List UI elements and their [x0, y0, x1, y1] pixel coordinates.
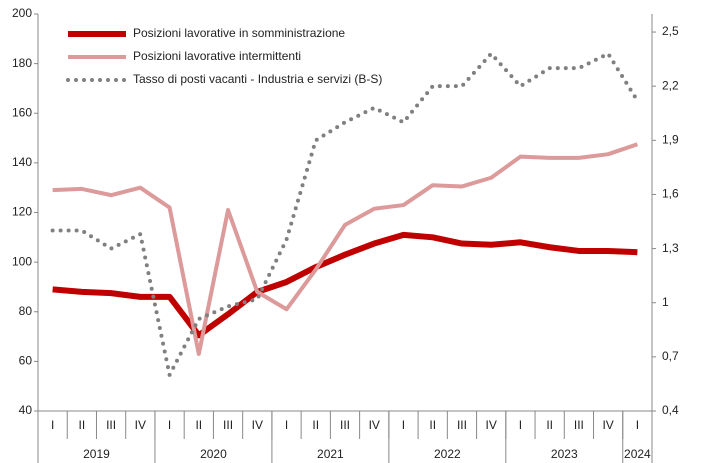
series-line [50, 51, 640, 377]
y2-tick-label: 0,4 [662, 403, 679, 417]
x-tick-label: III [223, 418, 233, 432]
x-tick-label: II [429, 418, 436, 432]
y-tick-label: 200 [12, 6, 32, 20]
x-group-label: 2021 [317, 447, 344, 461]
x-tick-label: III [106, 418, 116, 432]
x-tick-label: IV [486, 418, 497, 432]
y-tick-label: 160 [12, 105, 32, 119]
y-tick-label: 40 [19, 403, 33, 417]
y2-tick-label: 0,7 [662, 349, 679, 363]
y-tick-label: 140 [12, 155, 32, 169]
x-tick-label: IV [602, 418, 613, 432]
y2-tick-label: 2,2 [662, 78, 679, 92]
y2-tick-label: 1,3 [662, 241, 679, 255]
legend-label: Tasso di posti vacanti - Industria e ser… [133, 72, 382, 86]
y2-tick-label: 2,5 [662, 24, 679, 38]
x-tick-label: II [312, 418, 319, 432]
x-tick-label: II [195, 418, 202, 432]
x-tick-label: I [636, 418, 639, 432]
x-tick-label: II [79, 418, 86, 432]
x-tick-label: I [51, 418, 54, 432]
x-tick-label: III [340, 418, 350, 432]
series-line [52, 231, 638, 339]
legend-label: Posizioni lavorative intermittenti [133, 49, 301, 63]
x-group-label: 2022 [434, 447, 461, 461]
x-tick-label: III [457, 418, 467, 432]
y2-tick-label: 1,9 [662, 132, 679, 146]
x-tick-label: I [519, 418, 522, 432]
y-tick-label: 120 [12, 205, 32, 219]
y2-tick-label: 1,6 [662, 187, 679, 201]
y-tick-label: 100 [12, 254, 32, 268]
y-tick-label: 80 [19, 304, 33, 318]
x-tick-label: III [574, 418, 584, 432]
x-group-label: 2023 [551, 447, 578, 461]
x-tick-label: I [168, 418, 171, 432]
x-tick-label: IV [252, 418, 263, 432]
legend-label: Posizioni lavorative in somministrazione [133, 26, 345, 40]
x-tick-label: I [285, 418, 288, 432]
x-tick-label: IV [369, 418, 380, 432]
x-group-label: 2019 [83, 447, 110, 461]
y-tick-label: 180 [12, 56, 32, 70]
x-group-label: 2024 [624, 447, 651, 461]
series-line [52, 142, 639, 356]
y-tick-label: 60 [19, 354, 33, 368]
x-tick-label: I [402, 418, 405, 432]
x-tick-label: IV [135, 418, 146, 432]
x-tick-label: II [546, 418, 553, 432]
x-group-label: 2020 [200, 447, 227, 461]
y2-tick-label: 1 [662, 295, 669, 309]
